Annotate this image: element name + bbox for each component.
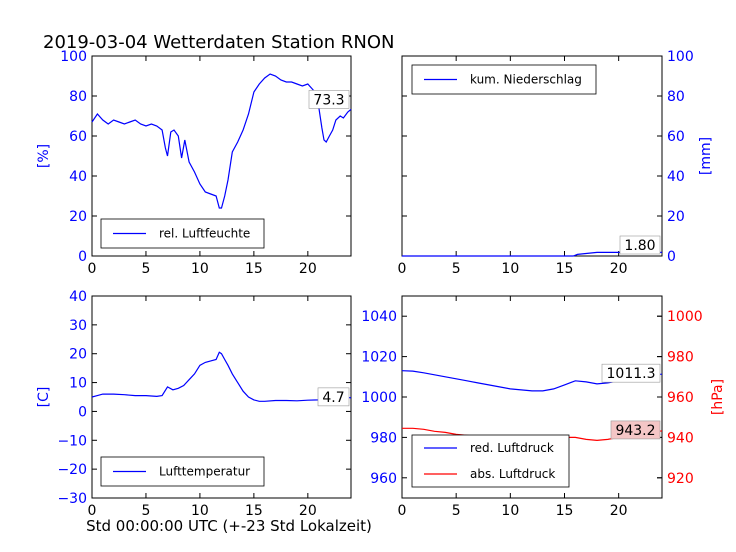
y-axis-label: [mm] <box>698 137 714 175</box>
y-tick-label: 100 <box>60 49 87 65</box>
legend-label: Lufttemperatur <box>159 465 250 479</box>
value-annotation-box <box>610 420 661 440</box>
legend-label: rel. Luftfeuchte <box>159 227 250 241</box>
y-axis-label: [C] <box>36 387 52 408</box>
x-tick-label: 0 <box>88 503 97 519</box>
legend-box <box>411 434 570 488</box>
value-annotation: 4.7 <box>322 390 344 406</box>
pressure-chart: 0 5 10 15 20 960 980 1000 1020 1040 920 940 960 980 10… <box>361 295 726 519</box>
legend-label: kum. Niederschlag <box>470 73 582 87</box>
series-line <box>91 73 352 209</box>
figure-title: 2019-03-04 Wetterdaten Station RNON <box>43 32 394 53</box>
y-tick-label: 40 <box>69 289 87 305</box>
y-tick-label: 1040 <box>361 309 397 325</box>
x-tick-label: 0 <box>398 503 407 519</box>
x-tick-label: 5 <box>141 503 150 519</box>
y-tick-label: 0 <box>78 249 87 265</box>
y-tick-label: 20 <box>667 209 685 225</box>
y-tick-label: −20 <box>57 462 87 478</box>
x-tick-label: 10 <box>191 503 209 519</box>
y-tick-label: −10 <box>57 433 87 449</box>
x-tick-label: 15 <box>556 261 574 277</box>
y2-axis-label: [hPa] <box>710 379 726 415</box>
value-annotation-box <box>317 387 350 407</box>
y-tick-label: −30 <box>57 491 87 507</box>
series-line <box>91 351 352 402</box>
x-tick-label: 10 <box>501 261 519 277</box>
x-tick-label: 15 <box>556 503 574 519</box>
legend-label: red. Luftdruck <box>470 441 554 455</box>
plot-frame <box>91 55 352 257</box>
value-annotation: 1011.3 <box>607 366 656 382</box>
x-tick-label: 20 <box>299 261 317 277</box>
x-tick-label: 10 <box>191 261 209 277</box>
value-annotation-box <box>619 235 661 255</box>
y-tick-label: 980 <box>370 430 397 446</box>
series-line <box>402 251 662 257</box>
y-tick-label: 40 <box>667 169 685 185</box>
y-tick-label: 1020 <box>361 350 397 366</box>
y2-tick-label: 1000 <box>667 309 703 325</box>
y-tick-label: 20 <box>69 347 87 363</box>
x-tick-label: 10 <box>501 503 519 519</box>
y-tick-label: 60 <box>69 129 87 145</box>
y-tick-label: 10 <box>69 376 87 392</box>
y-tick-label: 0 <box>78 404 87 420</box>
precipitation-chart: 0 5 10 15 20 0 20 40 60 80 100 [mm] kum. Niederschla… <box>398 49 714 277</box>
y2-tick-label: 980 <box>667 350 694 366</box>
y-tick-label: 30 <box>69 318 87 334</box>
y-tick-label: 60 <box>667 129 685 145</box>
legend-label: abs. Luftdruck <box>470 467 555 481</box>
x-tick-label: 20 <box>610 261 628 277</box>
value-annotation: 1.80 <box>624 238 655 254</box>
y-tick-label: 100 <box>667 49 694 65</box>
x-tick-label: 5 <box>452 503 461 519</box>
value-annotation-box <box>601 363 661 383</box>
x-tick-label: 20 <box>610 503 628 519</box>
temperature-chart: 0 5 10 15 20 −30 −20 −10 0 10 20 30 40 [C] Lufttempera… <box>36 289 352 519</box>
humidity-chart: 0 5 10 15 20 0 20 40 60 80 100 [%] rel. Luftfeuchte 7… <box>36 49 352 277</box>
y-tick-label: 40 <box>69 169 87 185</box>
y-tick-label: 0 <box>667 249 676 265</box>
y-tick-label: 20 <box>69 209 87 225</box>
y-tick-label: 960 <box>370 471 397 487</box>
x-tick-label: 15 <box>245 503 263 519</box>
x-axis-label: Std 00:00:00 UTC (+-23 Std Lokalzeit) <box>86 517 372 535</box>
x-tick-label: 15 <box>245 261 263 277</box>
y2-tick-label: 940 <box>667 430 694 446</box>
value-annotation: 73.3 <box>313 92 344 108</box>
x-tick-label: 0 <box>398 261 407 277</box>
y-tick-label: 80 <box>69 89 87 105</box>
value-annotation: 943.2 <box>615 423 655 439</box>
x-tick-label: 20 <box>299 503 317 519</box>
y2-tick-label: 960 <box>667 390 694 406</box>
value-annotation-box <box>308 90 350 109</box>
y-tick-label: 80 <box>667 89 685 105</box>
y-axis-label: [%] <box>36 144 52 168</box>
y2-tick-label: 920 <box>667 471 694 487</box>
y-tick-label: 1000 <box>361 390 397 406</box>
x-tick-label: 5 <box>141 261 150 277</box>
x-tick-label: 5 <box>452 261 461 277</box>
x-tick-label: 0 <box>88 261 97 277</box>
